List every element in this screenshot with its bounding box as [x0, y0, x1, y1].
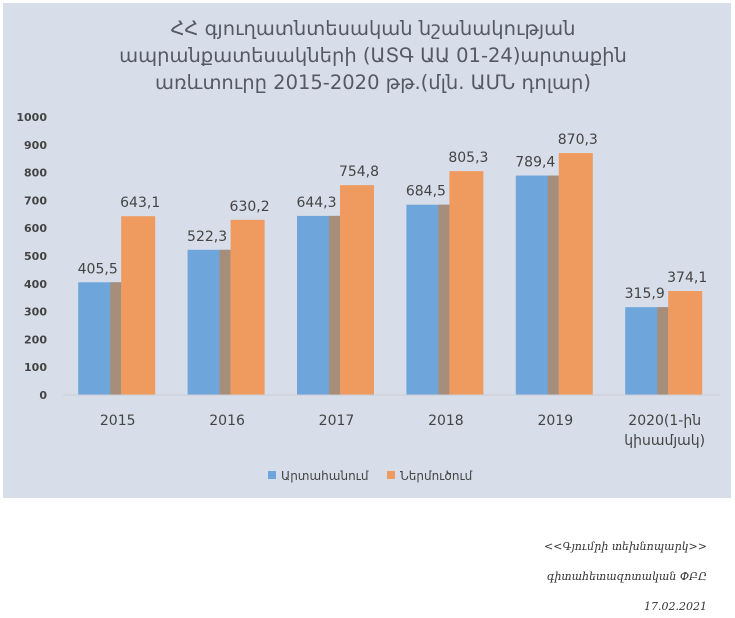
chart-title: ՀՀ գյուղատնտեսական նշանակության ապրանքատ… [83, 15, 663, 96]
bar-overlap-shade-5 [547, 175, 559, 395]
x-tick-label-6: 2020(1-ին [628, 413, 701, 429]
x-tick-label-6-line-2: կիսամյակ) [624, 433, 705, 449]
bar-chart: 0 100 200 300 400 500 600 700 800 900 1000 405,5 643… [16, 111, 720, 483]
bar-overlap-shade-4 [438, 204, 450, 395]
footer-date: 17.02.2021 [644, 600, 707, 613]
data-label-export-4: 684,5 [406, 184, 446, 200]
bar-import-5 [558, 153, 593, 395]
bar-overlap-shade-3 [329, 215, 340, 395]
data-label-import-3: 754,8 [339, 164, 379, 180]
data-label-export-6: 315,9 [625, 286, 665, 302]
data-label-import-1: 643,1 [120, 195, 160, 211]
y-tick-label-900: 900 [24, 139, 47, 152]
chart-title-line-2: ապրանքատեսակների (ԱՏԳ ԱԱ 01-24)արտաքին [119, 44, 627, 67]
chart-title-line-1: ՀՀ գյուղատնտեսական նշանակության [170, 17, 576, 40]
data-label-import-4: 805,3 [448, 150, 488, 166]
data-label-export-5: 789,4 [515, 155, 555, 171]
data-label-import-6: 374,1 [667, 270, 707, 286]
y-tick-label-1000: 1000 [16, 111, 47, 124]
legend-label-import: Ներմուծում [400, 469, 473, 483]
data-label-import-2: 630,2 [230, 199, 270, 215]
x-tick-label-2: 2016 [209, 413, 245, 429]
y-tick-label-400: 400 [24, 278, 47, 291]
bar-import-2 [230, 219, 265, 395]
bar-overlap-shade-1 [110, 282, 122, 395]
x-tick-label-3: 2017 [319, 413, 355, 429]
legend-label-export: Արտահանում [281, 469, 369, 483]
x-tick-label-4: 2018 [428, 413, 464, 429]
bar-import-3 [340, 185, 374, 395]
x-tick-label-5: 2019 [537, 413, 573, 429]
footer-organization: <<Գյումրի տեխնոպարկ>> [544, 540, 707, 553]
y-tick-label-200: 200 [24, 333, 47, 346]
bar-import-1 [121, 216, 156, 395]
data-label-export-3: 644,3 [296, 195, 336, 211]
y-tick-label-100: 100 [24, 361, 47, 374]
bar-import-6 [668, 291, 703, 395]
y-tick-label-500: 500 [24, 250, 47, 263]
data-label-export-2: 522,3 [187, 229, 227, 245]
x-tick-label-1: 2015 [100, 413, 136, 429]
y-tick-label-300: 300 [24, 306, 47, 319]
chart-panel: ՀՀ գյուղատնտեսական նշանակության ապրանքատ… [3, 3, 731, 498]
legend-swatch-import [387, 471, 395, 479]
data-label-export-1: 405,5 [78, 261, 118, 277]
chart-title-line-3: առևտուրը 2015-2020 թթ.(մլն. ԱՄՆ դոլար) [154, 71, 592, 94]
data-label-import-5: 870,3 [558, 132, 598, 148]
y-tick-label-800: 800 [24, 167, 47, 180]
footer-company-type: գիտահետազոտական ՓԲԸ [546, 570, 707, 583]
bar-import-4 [449, 171, 484, 395]
legend-swatch-export [268, 471, 276, 479]
bar-overlap-shade-6 [657, 307, 669, 395]
y-tick-label-600: 600 [24, 222, 47, 235]
y-tick-label-700: 700 [24, 194, 47, 207]
bar-overlap-shade-2 [219, 249, 231, 395]
y-tick-label-0: 0 [39, 389, 47, 402]
